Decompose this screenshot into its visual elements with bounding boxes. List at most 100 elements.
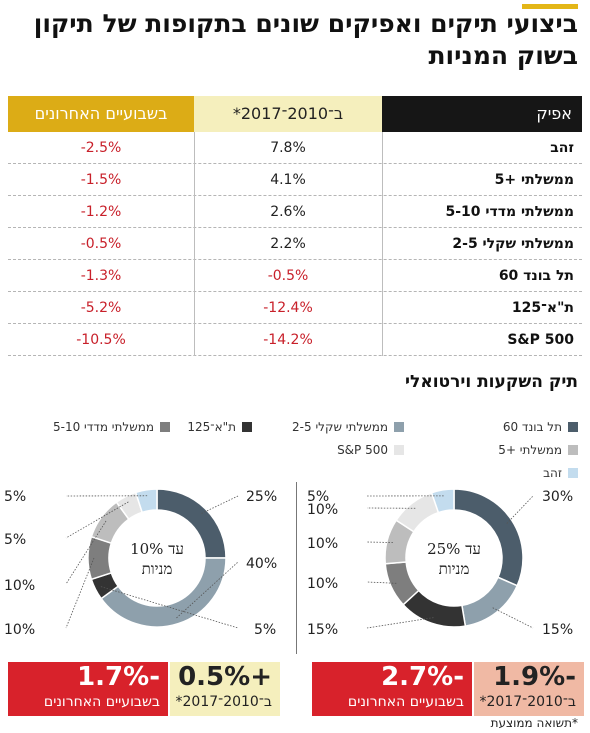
legend-swatch [394, 422, 404, 432]
slice-label: 5% [307, 489, 329, 505]
row-value-period: 2.6% [270, 204, 306, 220]
box-left-recent: -1.7% בשבועיים האחרונים [8, 662, 168, 716]
legend-label: ת"א־125 [187, 420, 236, 434]
box-caption: ב־2010־2017* [479, 694, 577, 710]
legend-swatch [568, 422, 578, 432]
table-row: ממשלתי שקלי 2-5 2.2% -0.5% [8, 228, 582, 260]
pie-chart-25-percent: 30%15%15%10%10%10%5%עד 25%מניות [307, 488, 573, 638]
legend-swatch [242, 422, 252, 432]
legend-swatch [160, 422, 170, 432]
footnote: *תשואה ממוצעת [490, 716, 578, 730]
center-label: עד 25% [427, 540, 481, 558]
table-divider [194, 132, 195, 356]
section-title: תיק השקעות וירטואלי [405, 372, 578, 392]
legend-label: זהב [543, 466, 562, 480]
box-value: +0.5% [178, 662, 272, 692]
slice-label: 40% [246, 556, 277, 572]
slice-label: 10% [307, 502, 338, 518]
pie-slice [100, 557, 227, 628]
pie-chart-10-percent: 25% 40% 5% 10% 10% 5% 5% עד 10% מניות [4, 488, 277, 638]
leader-line [366, 581, 397, 584]
header-track: אפיק [382, 96, 582, 132]
row-value-period: 2.2% [270, 236, 306, 252]
row-value-recent: -1.2% [80, 204, 122, 220]
legend-swatch [568, 468, 578, 478]
row-value-recent: -10.5% [76, 332, 126, 348]
legend-swatch [394, 445, 404, 455]
pie-slice [430, 488, 455, 514]
leader-line [65, 501, 129, 539]
box-value: -1.7% [77, 662, 160, 692]
slice-label: 30% [542, 489, 573, 505]
legend-item: ת"א־125 [187, 420, 252, 434]
table-divider [382, 132, 383, 356]
leader-line [366, 541, 393, 543]
box-value: -2.7% [381, 662, 464, 692]
center-label: מניות [439, 560, 470, 578]
row-value-period: 7.8% [270, 140, 306, 156]
pie-slice [134, 488, 158, 514]
center-label: מניות [142, 560, 173, 578]
accent-bar [522, 4, 578, 9]
row-name: ממשלתי מדדי 5-10 [445, 204, 574, 220]
table-row: זהב 7.8% -2.5% [8, 132, 582, 164]
row-value-recent: -1.5% [80, 172, 122, 188]
table-row: ת"א־125 -12.4% -5.2% [8, 292, 582, 324]
header-period-2010-2017: ב־2010־2017* [194, 96, 382, 132]
legend-label: S&P 500 [337, 443, 388, 457]
slice-label: 15% [307, 622, 338, 638]
slice-label: 25% [246, 489, 277, 505]
slice-label: 10% [4, 578, 35, 594]
legend-item: ממשלתי מדדי 5-10 [53, 420, 170, 434]
leader-line [366, 617, 434, 629]
pie-slice [87, 535, 113, 581]
legend-item: S&P 500 [337, 443, 404, 457]
slice-label: 5% [254, 622, 276, 638]
slice-label: 15% [542, 622, 573, 638]
legend-label: ממשלתי שקלי 2-5 [292, 420, 388, 434]
row-name: תל בונד 60 [498, 268, 574, 284]
legend-item: זהב [543, 466, 578, 480]
row-value-period: -14.2% [263, 332, 313, 348]
leader-line [65, 520, 107, 585]
row-name: ת"א־125 [511, 300, 574, 316]
row-value-recent: -5.2% [80, 300, 122, 316]
slice-label: 5% [4, 489, 26, 505]
box-left-period: +0.5% ב־2010־2017* [170, 662, 280, 716]
row-value-recent: -2.5% [80, 140, 122, 156]
center-label: עד 10% [130, 540, 184, 558]
table-row: תל בונד 60 -0.5% -1.3% [8, 260, 582, 292]
legend-item: ממשלתי שקלי 2-5 [292, 420, 404, 434]
header-last-two-weeks: בשבועיים האחרונים [8, 96, 194, 132]
box-caption: ב־2010־2017* [175, 694, 273, 710]
box-caption: בשבועיים האחרונים [43, 694, 160, 710]
slice-label: 10% [4, 622, 35, 638]
box-right-period: -1.9% ב־2010־2017* [474, 662, 584, 716]
row-value-period: 4.1% [270, 172, 306, 188]
legend-label: ממשלתי +5 [498, 443, 562, 457]
pie-divider [296, 482, 297, 654]
table-row: ממשלתי +5 4.1% -1.5% [8, 164, 582, 196]
leader-line [65, 557, 95, 629]
row-name: ממשלתי שקלי 2-5 [452, 236, 574, 252]
leader-line [492, 607, 534, 629]
legend-item: תל בונד 60 [503, 420, 578, 434]
slice-label: 10% [307, 536, 338, 552]
row-name: S&P 500 [507, 332, 574, 348]
row-name: זהב [550, 140, 574, 156]
row-value-period: -12.4% [263, 300, 313, 316]
row-value-recent: -1.3% [80, 268, 122, 284]
row-value-period: -0.5% [267, 268, 309, 284]
leader-line [506, 495, 534, 524]
slice-label: 10% [307, 576, 338, 592]
leader-line [201, 495, 239, 514]
table-row: S&P 500 -14.2% -10.5% [8, 324, 582, 356]
box-right-recent: -2.7% בשבועיים האחרונים [312, 662, 472, 716]
box-caption: בשבועיים האחרונים [347, 694, 464, 710]
legend-swatch [568, 445, 578, 455]
pie-slice [461, 576, 519, 627]
leader-line [176, 561, 239, 619]
slice-label: 5% [4, 532, 26, 548]
chart-title: ביצועי תיקים ואפיקים שונים בתקופות של תי… [33, 9, 578, 70]
box-value: -1.9% [493, 662, 576, 692]
